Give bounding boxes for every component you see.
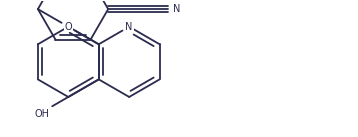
Text: N: N (126, 22, 133, 32)
Text: O: O (64, 22, 72, 32)
Text: N: N (173, 4, 180, 14)
Text: OH: OH (35, 109, 50, 119)
